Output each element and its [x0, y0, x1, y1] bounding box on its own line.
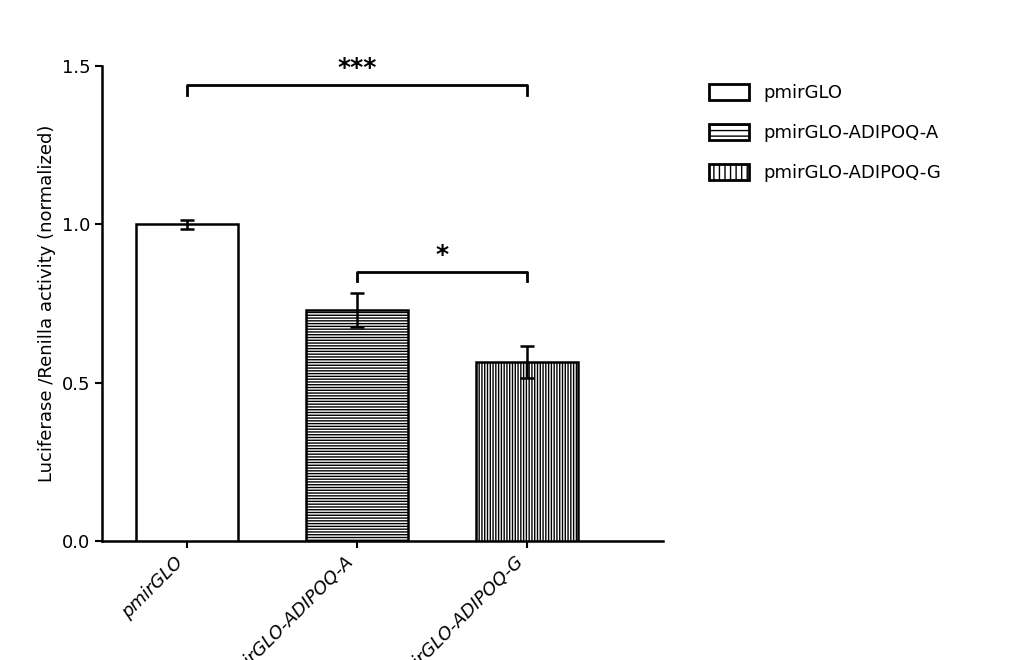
Y-axis label: Luciferase /Renilla activity (normalized): Luciferase /Renilla activity (normalized…: [38, 125, 56, 482]
Bar: [136, 224, 237, 541]
Bar: [306, 310, 408, 541]
Text: ***: ***: [337, 56, 376, 81]
Text: *: *: [435, 243, 448, 267]
Legend: pmirGLO, pmirGLO-ADIPOQ-A, pmirGLO-ADIPOQ-G: pmirGLO, pmirGLO-ADIPOQ-A, pmirGLO-ADIPO…: [699, 75, 949, 191]
Bar: [476, 362, 578, 541]
